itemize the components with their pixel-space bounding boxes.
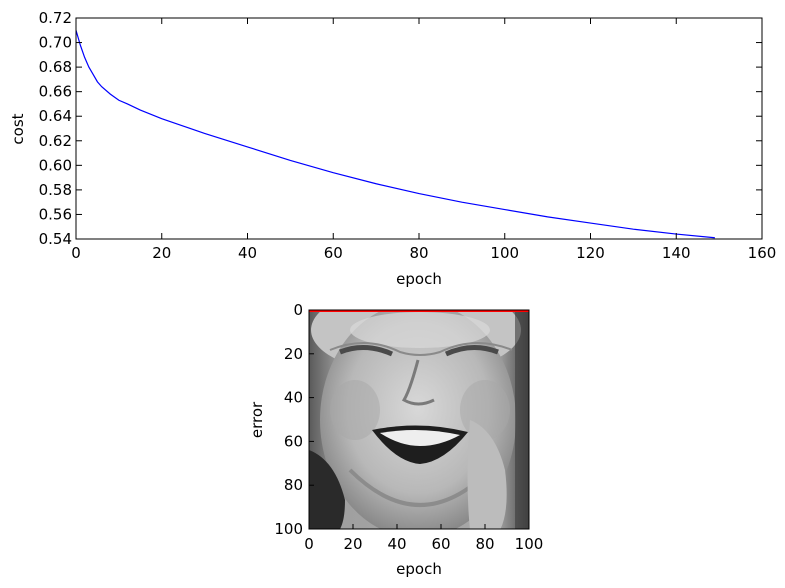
face-x-axis-label: epoch — [396, 560, 442, 578]
face-x-tick-label: 100 — [515, 535, 544, 553]
cost-x-tick-label: 80 — [409, 244, 428, 262]
face-y-axis-label: error — [248, 401, 266, 438]
cost-x-axis-label: epoch — [396, 270, 442, 288]
cost-series-line-0 — [76, 30, 715, 239]
cost-y-tick-label: 0.60 — [39, 156, 72, 174]
cost-y-axis-label: cost — [9, 113, 27, 144]
cost-plot-frame — [75, 17, 763, 240]
face-y-tick-label: 100 — [274, 520, 303, 538]
cost-x-tick-label: 120 — [576, 244, 605, 262]
face-x-tick-label: 0 — [304, 535, 314, 553]
cost-x-tick-label: 0 — [71, 244, 81, 262]
cost-chart: 0 20 40 60 80 100 120 140 160 0.54 0.56 0.58 0.60 0.6… — [9, 9, 776, 288]
cost-plot-area — [76, 18, 762, 239]
cost-x-tick-label: 100 — [490, 244, 519, 262]
face-x-tick-label: 80 — [475, 535, 494, 553]
face-y-tick-label: 60 — [284, 432, 303, 450]
cost-x-tick-label: 20 — [152, 244, 171, 262]
cost-x-tick-label: 60 — [324, 244, 343, 262]
face-x-tick-label: 20 — [343, 535, 362, 553]
cost-x-tick-label: 160 — [748, 244, 777, 262]
face-y-tick-label: 0 — [293, 301, 303, 319]
face-x-tick-label: 60 — [431, 535, 450, 553]
face-image — [309, 310, 529, 529]
cost-y-tick-label: 0.54 — [39, 230, 72, 248]
cost-y-tick-label: 0.58 — [39, 181, 72, 199]
cost-y-tick-label: 0.70 — [39, 34, 72, 52]
cost-y-tick-label: 0.68 — [39, 58, 72, 76]
face-x-tick-label: 40 — [387, 535, 406, 553]
face-image-frame — [308, 309, 530, 530]
cost-y-tick-label: 0.66 — [39, 83, 72, 101]
face-y-tick-label: 20 — [284, 345, 303, 363]
face-y-tick-label: 80 — [284, 476, 303, 494]
cost-y-tick-label: 0.62 — [39, 132, 72, 150]
cost-x-tick-label: 40 — [238, 244, 257, 262]
cost-x-tick-label: 140 — [662, 244, 691, 262]
face-y-tick-label: 40 — [284, 389, 303, 407]
cost-y-tick-label: 0.72 — [39, 9, 72, 27]
cost-y-tick-label: 0.56 — [39, 205, 72, 223]
cost-y-tick-label: 0.64 — [39, 107, 72, 125]
